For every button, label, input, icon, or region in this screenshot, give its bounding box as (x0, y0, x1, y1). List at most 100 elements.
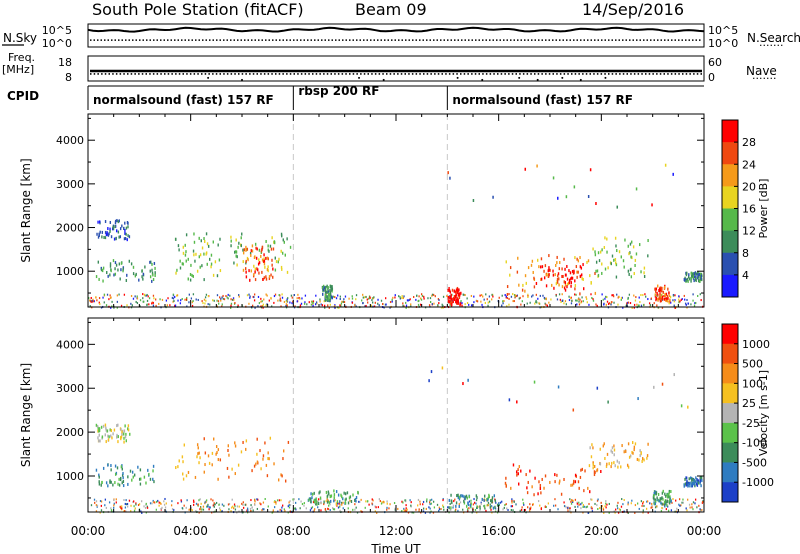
power-data-cell (595, 202, 597, 206)
velocity-data-cell (424, 511, 427, 514)
power-data-cell (545, 297, 547, 300)
power-data-cell (205, 299, 207, 302)
power-data-cell (266, 268, 269, 272)
power-data-cell (455, 299, 457, 303)
power-data-cell (242, 251, 245, 255)
power-data-cell (700, 276, 702, 280)
power-data-cell (450, 293, 452, 297)
velocity-data-cell (569, 507, 571, 510)
velocity-data-cell (346, 491, 349, 495)
power-data-cell (112, 227, 115, 231)
velocity-data-cell (489, 505, 492, 509)
nave-outlier-point (207, 76, 210, 79)
velocity-data-cell (273, 462, 275, 466)
power-data-cell (184, 253, 187, 257)
velocity-data-cell (120, 465, 123, 469)
velocity-data-cell (610, 465, 612, 469)
power-data-cell (248, 269, 250, 273)
velocity-data-cell (108, 435, 110, 439)
power-data-cell (683, 294, 685, 297)
power-data-cell (536, 301, 538, 304)
power-data-cell (104, 236, 107, 240)
power-data-cell (205, 293, 208, 296)
power-data-cell (330, 284, 332, 288)
velocity-data-cell (116, 435, 118, 439)
power-data-cell (275, 260, 278, 264)
velocity-data-cell (627, 465, 630, 469)
power-data-cell (656, 291, 658, 295)
power-data-cell (126, 221, 129, 225)
velocity-data-cell (264, 441, 266, 445)
velocity-data-cell (685, 476, 688, 480)
velocity-data-cell (547, 502, 550, 505)
velocity-data-cell (95, 423, 98, 427)
velocity-data-cell (632, 441, 634, 445)
velocity-data-cell (267, 505, 269, 508)
velocity-data-cell (656, 496, 658, 500)
power-data-cell (257, 262, 260, 266)
power-data-cell (536, 258, 539, 262)
freq-panel-frame (87, 55, 705, 82)
power-data-cell (253, 293, 256, 296)
power-data-cell (403, 295, 405, 298)
velocity-colorbar-cell (722, 363, 738, 384)
power-data-cell (355, 305, 357, 308)
velocity-data-cell (199, 456, 201, 460)
velocity-data-cell (325, 500, 327, 503)
power-data-cell (492, 195, 494, 199)
power-data-cell (613, 301, 615, 304)
power-data-cell (580, 301, 582, 304)
velocity-data-cell (219, 458, 222, 462)
power-data-cell (582, 300, 584, 303)
velocity-data-cell (578, 503, 580, 506)
velocity-data-cell (479, 508, 481, 511)
y-tick-label: 1000 (56, 470, 84, 483)
velocity-data-cell (663, 500, 666, 504)
power-data-cell (589, 168, 592, 172)
velocity-data-cell (127, 505, 129, 508)
velocity-data-cell (409, 499, 411, 502)
power-data-cell (464, 294, 466, 297)
power-data-cell (333, 305, 336, 308)
velocity-data-cell (146, 505, 148, 508)
power-data-cell (409, 298, 411, 301)
power-data-cell (281, 267, 283, 271)
power-data-cell (402, 304, 404, 307)
velocity-data-cell (281, 474, 283, 478)
power-data-cell (660, 297, 663, 301)
velocity-data-cell (237, 463, 240, 467)
power-data-cell (329, 289, 331, 293)
power-data-cell (683, 278, 685, 282)
velocity-data-cell (227, 503, 230, 506)
power-data-cell (263, 298, 265, 301)
velocity-data-cell (701, 509, 703, 512)
power-data-cell (95, 275, 98, 279)
power-data-cell (107, 227, 109, 231)
velocity-data-cell (442, 504, 444, 507)
power-data-cell (654, 287, 656, 291)
power-data-cell (362, 296, 364, 299)
velocity-data-cell (328, 501, 331, 505)
velocity-data-cell (525, 473, 527, 477)
velocity-data-cell (634, 504, 637, 507)
power-data-cell (659, 289, 661, 293)
velocity-data-cell (602, 507, 604, 510)
power-data-cell (150, 260, 152, 264)
power-data-cell (123, 226, 125, 230)
velocity-data-cell (332, 507, 334, 510)
power-data-cell (692, 272, 695, 276)
velocity-data-cell (544, 505, 547, 508)
power-data-cell (138, 278, 140, 282)
velocity-data-cell (110, 507, 112, 510)
velocity-data-cell (497, 510, 499, 513)
velocity-data-cell (125, 432, 127, 436)
velocity-data-cell (298, 498, 300, 501)
velocity-data-cell (651, 504, 653, 507)
power-data-cell (112, 259, 115, 263)
power-data-cell (128, 235, 131, 239)
velocity-data-cell (493, 494, 496, 498)
power-data-cell (590, 293, 592, 296)
velocity-data-cell (177, 465, 179, 469)
velocity-data-cell (381, 501, 383, 504)
velocity-data-cell (495, 501, 497, 504)
